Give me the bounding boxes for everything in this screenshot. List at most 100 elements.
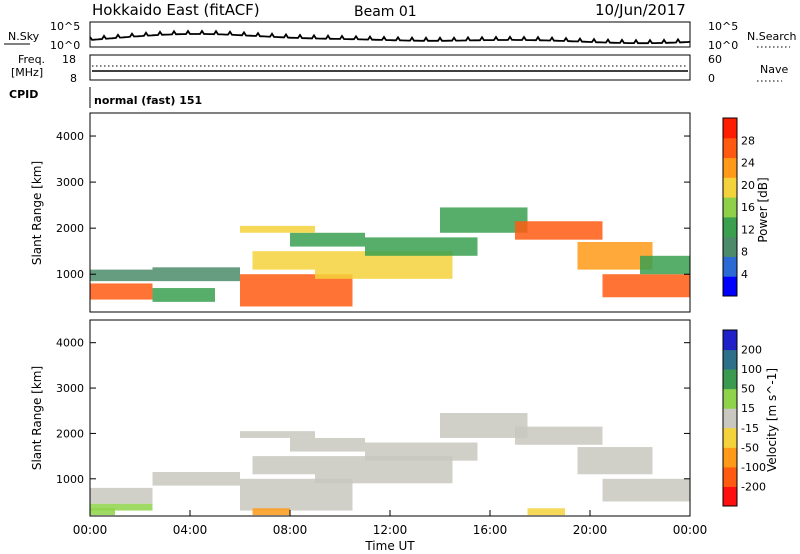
velocity-region-1 bbox=[90, 503, 153, 511]
power-region-2 bbox=[152, 267, 240, 282]
velocity-region-6 bbox=[290, 437, 365, 452]
velocity-plot-background bbox=[90, 320, 690, 516]
power-region-4 bbox=[240, 274, 353, 307]
beam-label: Beam 01 bbox=[354, 4, 417, 20]
colorbar-swatch bbox=[723, 330, 737, 351]
power-region-5 bbox=[252, 251, 315, 270]
noise-sky-label: N.Sky bbox=[8, 30, 40, 43]
colorbar-tick-label: 24 bbox=[741, 157, 755, 170]
y-tick-label: 1000 bbox=[56, 268, 84, 281]
y-tick-label: 4000 bbox=[56, 337, 84, 350]
freq-panel-frame bbox=[89, 54, 691, 81]
cpid-panel: CPID normal (fast) 151 bbox=[9, 87, 202, 108]
colorbar-tick-label: 12 bbox=[741, 223, 755, 236]
freq-label: Freq. bbox=[18, 53, 45, 66]
colorbar-swatch bbox=[723, 466, 737, 487]
colorbar-tick-label: 100 bbox=[741, 363, 762, 376]
colorbar-swatch bbox=[723, 256, 737, 277]
colorbar-tick-label: 15 bbox=[741, 402, 755, 415]
colorbar-frame bbox=[722, 117, 738, 297]
noise-left-tick-bottom: 10^0 bbox=[50, 39, 80, 52]
colorbar-tick-label: 4 bbox=[741, 268, 748, 281]
velocity-region-2 bbox=[152, 471, 240, 486]
power-region-10 bbox=[440, 207, 528, 233]
colorbar-swatch bbox=[723, 177, 737, 198]
velocity-plot-frame bbox=[89, 319, 691, 517]
power-region-0 bbox=[90, 283, 153, 300]
colorbar-tick-label: 50 bbox=[741, 383, 755, 396]
colorbar-swatch bbox=[723, 236, 737, 257]
y-tick-label: 3000 bbox=[56, 176, 84, 189]
freq-panel: Freq. [MHz] 18 8 60 0 Nave bbox=[11, 53, 788, 85]
power-plot-background bbox=[90, 113, 690, 312]
power-region-6 bbox=[290, 232, 365, 247]
velocity-region-3 bbox=[240, 478, 353, 511]
colorbar-tick-label: -50 bbox=[741, 441, 759, 454]
velocity-region-9 bbox=[365, 442, 478, 461]
x-tick-label: 08:00 bbox=[273, 523, 308, 537]
noise-trace-line bbox=[89, 29, 691, 45]
power-region-9 bbox=[365, 237, 478, 256]
nave-right-tick-top: 60 bbox=[708, 53, 722, 66]
velocity-x-ticks: 00:00 04:00 08:00 12:00 16:00 20:00 00:00 bbox=[73, 510, 708, 537]
freq-left-tick-bottom: 8 bbox=[70, 72, 77, 85]
power-regions bbox=[90, 207, 690, 307]
y-tick-label: 2000 bbox=[56, 427, 84, 440]
velocity-region-13 bbox=[602, 478, 690, 502]
power-region-7 bbox=[240, 225, 315, 233]
power-plot-frame bbox=[89, 112, 691, 313]
y-tick-label: 4000 bbox=[56, 130, 84, 143]
x-axis-label: Time UT bbox=[364, 539, 415, 553]
cpid-text: normal (fast) 151 bbox=[94, 94, 202, 107]
y-tick-label: 2000 bbox=[56, 222, 84, 235]
velocity-y-axis-label: Slant Range [km] bbox=[30, 366, 44, 470]
colorbar-tick-label: -200 bbox=[741, 480, 766, 493]
colorbar-swatch bbox=[723, 369, 737, 390]
colorbar-swatch bbox=[723, 349, 737, 370]
noise-panel-frame bbox=[89, 21, 691, 48]
power-y-axis-label: Slant Range [km] bbox=[30, 161, 44, 265]
nave-right-tick-bottom: 0 bbox=[708, 72, 715, 85]
colorbar-swatch bbox=[723, 197, 737, 218]
colorbar-tick-label: 16 bbox=[741, 201, 755, 214]
velocity-region-5 bbox=[252, 456, 315, 475]
colorbar-frame bbox=[722, 329, 738, 507]
colorbar-swatch bbox=[723, 157, 737, 178]
velocity-region-15 bbox=[90, 508, 115, 516]
velocity-region-10 bbox=[440, 413, 528, 438]
x-tick-label: 00:00 bbox=[73, 523, 108, 537]
colorbar-swatch bbox=[723, 427, 737, 448]
y-tick-label: 3000 bbox=[56, 382, 84, 395]
x-tick-label: 00:00 bbox=[673, 523, 708, 537]
noise-panel: N.Sky 10^5 10^0 10^5 10^0 N.Search bbox=[4, 20, 797, 52]
colorbar-tick-label: -100 bbox=[741, 461, 766, 474]
noise-right-tick-bottom: 10^0 bbox=[708, 39, 738, 52]
colorbar-swatch bbox=[723, 408, 737, 429]
velocity-region-8 bbox=[315, 456, 453, 484]
colorbar-tick-label: 28 bbox=[741, 134, 755, 147]
power-colorbar: 4 8 12 16 20 24 28 bbox=[722, 117, 755, 297]
velocity-region-4 bbox=[252, 508, 290, 516]
colorbar-swatch bbox=[723, 447, 737, 468]
velocity-y-ticks: 1000 2000 3000 4000 bbox=[56, 337, 690, 486]
power-region-1 bbox=[90, 269, 153, 282]
velocity-colorbar-label: Velocity [m s^-1] bbox=[765, 368, 779, 472]
power-panel: 1000 2000 3000 4000 Slant Range [km] 4 8 12 16… bbox=[30, 112, 770, 313]
x-tick-label: 04:00 bbox=[173, 523, 208, 537]
noise-right-tick-top: 10^5 bbox=[708, 20, 738, 33]
colorbar-swatch bbox=[723, 137, 737, 159]
colorbar-swatch bbox=[723, 388, 737, 409]
power-region-11 bbox=[515, 221, 603, 240]
x-tick-label: 16:00 bbox=[473, 523, 508, 537]
colorbar-swatch bbox=[723, 486, 737, 507]
x-tick-label: 20:00 bbox=[573, 523, 608, 537]
y-tick-label: 1000 bbox=[56, 473, 84, 486]
power-y-ticks: 1000 2000 3000 4000 bbox=[56, 130, 690, 281]
velocity-region-12 bbox=[577, 447, 653, 475]
date-label: 10/Jun/2017 bbox=[595, 1, 686, 19]
colorbar-tick-label: 20 bbox=[741, 179, 755, 192]
freq-unit-label: [MHz] bbox=[11, 66, 43, 79]
colorbar-tick-label: 200 bbox=[741, 344, 762, 357]
colorbar-tick-label: -15 bbox=[741, 422, 759, 435]
